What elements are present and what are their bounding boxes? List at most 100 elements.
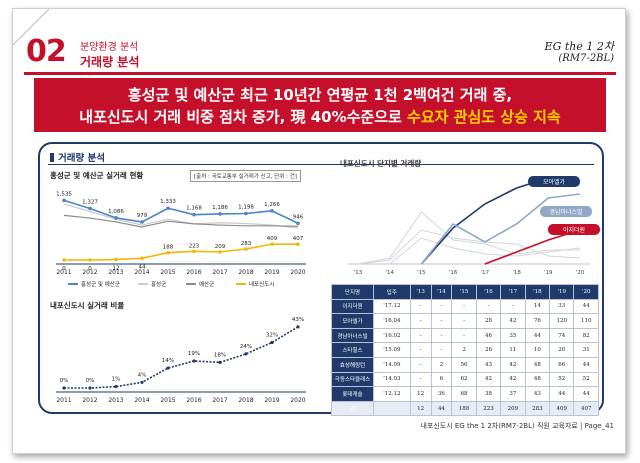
- chart1-point: [218, 212, 222, 216]
- chart1-data-label: 0: [62, 266, 66, 272]
- page-fold-corner: [13, 9, 49, 45]
- chart1-x-tick: 2017: [212, 269, 227, 276]
- chart-regional-transactions: 2011 2012 2013 2014 2015 2016 2017 2018 2019 2020…: [56, 191, 306, 288]
- table-cell: [373, 400, 411, 417]
- chart2-point: [218, 360, 222, 364]
- chart1-data-label: 44: [139, 264, 146, 270]
- chart3-series-tag: [548, 224, 600, 235]
- table-row-name: 롯데캐슬: [331, 386, 374, 402]
- table-cell: -: [409, 327, 432, 344]
- table-header-cell: '13: [409, 284, 432, 300]
- table-cell: 74: [549, 327, 575, 344]
- chart1-x-tick: 2015: [160, 269, 175, 276]
- table-row: 극동스타클래스 '14.03-6 62 42 42 48 52 52: [331, 371, 599, 388]
- table-row: 롯데캐슬 '12.12 12 36 68 38 37 43 44 44: [331, 386, 599, 402]
- table-cell: 46: [475, 327, 502, 344]
- section-title: 거래량 분석: [80, 55, 140, 69]
- table-cell: -: [430, 313, 453, 329]
- chart1-point: [166, 250, 170, 255]
- table-cell: 33: [549, 298, 575, 315]
- chart3-series-tag: [540, 206, 592, 217]
- banner-highlight: 수요자 관심도 상승 지속: [407, 108, 561, 126]
- chart2-data-label: 0%: [86, 378, 95, 384]
- chart1-point: [140, 256, 144, 261]
- chart1-data-label: 979: [137, 213, 148, 219]
- table-cell: 2: [451, 342, 477, 358]
- chart1-data-label: 1,186: [212, 205, 228, 211]
- chart2-x-tick: 2012: [82, 397, 97, 404]
- chart1-point: [88, 206, 92, 211]
- table-cell: '16.04: [373, 313, 411, 329]
- chart1-point: [114, 257, 118, 262]
- chart3-x-tick: '17: [481, 270, 490, 276]
- chart1-point: [114, 216, 118, 220]
- chart1-data-label: 188: [163, 245, 174, 251]
- table-row: 계 12 44 188 223 209 283 409 407: [331, 400, 599, 417]
- chart3-x-tick: '20: [576, 270, 585, 276]
- chart2-x-tick: 2014: [134, 397, 149, 404]
- chart2-x-tick: 2018: [238, 397, 253, 404]
- table-header-row: 단지명 입주 '13'14'15'16'17'18'19'20: [331, 284, 599, 300]
- table-cell: -: [409, 313, 432, 329]
- chart1-point: [244, 247, 248, 251]
- header-divider: [24, 72, 616, 75]
- table-row: 스타힐스 '15.09- -2 26 11 10 20 31: [331, 342, 599, 358]
- chart1-point: [192, 249, 196, 254]
- chart1-x-tick: 2012: [82, 269, 97, 276]
- table-cell: 31: [573, 342, 599, 358]
- chart1-source: [출처 : 국토교통부 실거래가 신고, 단위 : 건]: [190, 170, 301, 182]
- table-cell: '15.09: [373, 342, 411, 358]
- section-subtitle: 분양환경 분석: [80, 42, 139, 53]
- chart2-x-tick: 2017: [212, 397, 227, 404]
- chart1-point: [192, 212, 196, 217]
- chart1-point: [88, 258, 92, 262]
- table-cell: 44: [524, 327, 551, 344]
- chart1-point: [140, 220, 144, 224]
- chart1-x-tick: 2020: [290, 269, 305, 276]
- table-cell: 188: [451, 400, 477, 417]
- table-cell: 223: [475, 400, 502, 417]
- table-cell: 48: [524, 371, 551, 388]
- table-cell: 6: [430, 371, 453, 388]
- chart1-point: [62, 198, 66, 203]
- chart1-legend-label: 홍성군 및 예산군: [81, 280, 120, 288]
- chart1-point: [166, 206, 170, 211]
- chart2-data-label: 19%: [188, 351, 200, 357]
- chart3-x-tick: '18: [512, 270, 521, 276]
- table-header-cell: '16: [475, 284, 502, 300]
- table-cell: 42: [500, 356, 526, 373]
- chart1-data-label: 0: [88, 266, 92, 272]
- chart1-series-line: [63, 214, 299, 228]
- chart3-x-tick: '14: [385, 270, 394, 276]
- banner-line1: 홍성군 및 예산군 최근 10년간 연평균 1천 2백여건 거래 중,: [127, 86, 513, 104]
- chart1-data-label: 1,535: [56, 191, 72, 197]
- table-header-cell: '14: [430, 284, 453, 300]
- table-row: 경남아너스빌 '16.02- - -46 35 44 74 82: [331, 327, 599, 344]
- table-row: 모아엘가 '16.04- - -28 42 76 120 110: [331, 313, 599, 329]
- table-cell: 44: [430, 400, 453, 417]
- chart1-series-line: [63, 203, 299, 229]
- chart3-series-label: 모아엘가: [543, 178, 566, 186]
- table-cell: 12: [409, 386, 432, 402]
- chart2-point: [114, 384, 118, 389]
- chart1-x-tick: 2013: [108, 269, 123, 276]
- chart3-label: 내포신도시 단지별 거래량: [340, 159, 422, 168]
- table-header-cell: '19: [549, 284, 575, 300]
- chart1-legend-label: 홍성군: [151, 280, 166, 288]
- chart2-x-tick: 2013: [108, 397, 123, 404]
- chart1-point: [218, 250, 222, 254]
- chart1-point: [270, 242, 274, 246]
- chart2-x-tick: 2011: [56, 397, 71, 404]
- table-row-name: 극동스타클래스: [331, 371, 374, 388]
- chart1-data-label: 1,168: [186, 206, 202, 212]
- table-cell: -: [430, 327, 453, 344]
- chart2-x-tick: 2016: [186, 397, 201, 404]
- chart1-point: [244, 211, 248, 216]
- chart3-x-tick: '15: [417, 270, 426, 276]
- table-cell: 43: [524, 386, 551, 402]
- chart3-x-tick: '19: [544, 270, 553, 276]
- chart3-series-line: [420, 193, 581, 265]
- table-cell: 36: [430, 386, 453, 402]
- chart1-x-tick: 2016: [186, 269, 201, 276]
